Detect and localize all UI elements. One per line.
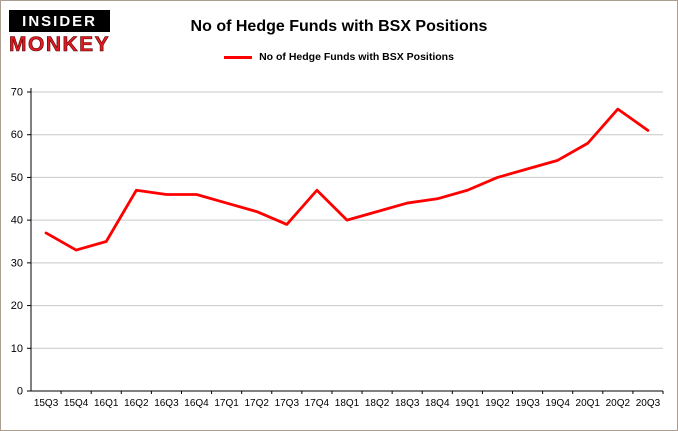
svg-text:20: 20: [11, 300, 23, 312]
title-area: No of Hedge Funds with BSX Positions No …: [1, 1, 677, 63]
data-line-series: [44, 107, 650, 252]
legend-line-icon: [224, 55, 253, 59]
svg-text:17Q4: 17Q4: [305, 398, 330, 409]
logo-insider-text: INSIDER: [9, 10, 111, 32]
svg-text:19Q1: 19Q1: [455, 398, 480, 409]
svg-text:20Q2: 20Q2: [606, 398, 631, 409]
insider-monkey-logo: INSIDER MONKEY: [9, 10, 111, 57]
svg-text:16Q3: 16Q3: [154, 398, 179, 409]
svg-text:17Q2: 17Q2: [244, 398, 269, 409]
svg-text:17Q1: 17Q1: [214, 398, 239, 409]
svg-text:20Q1: 20Q1: [576, 398, 601, 409]
svg-text:16Q4: 16Q4: [184, 398, 209, 409]
logo-monkey-text: MONKEY: [9, 33, 111, 57]
svg-text:17Q3: 17Q3: [275, 398, 300, 409]
chart-legend: No of Hedge Funds with BSX Positions: [1, 51, 677, 63]
svg-text:70: 70: [11, 87, 23, 99]
svg-text:18Q1: 18Q1: [335, 398, 360, 409]
gridlines: [31, 91, 663, 349]
svg-text:16Q1: 16Q1: [94, 398, 119, 409]
svg-text:0: 0: [17, 386, 23, 398]
svg-text:18Q2: 18Q2: [365, 398, 390, 409]
svg-text:15Q4: 15Q4: [64, 398, 89, 409]
x-axis-labels: 15Q3 15Q4 16Q1 16Q2 16Q3 16Q4 17Q1 17Q2 17Q3 17Q4…: [34, 391, 664, 409]
svg-text:10: 10: [11, 343, 23, 355]
svg-text:19Q3: 19Q3: [515, 398, 540, 409]
svg-text:15Q3: 15Q3: [34, 398, 59, 409]
svg-text:16Q2: 16Q2: [124, 398, 149, 409]
svg-text:19Q4: 19Q4: [545, 398, 570, 409]
svg-text:18Q4: 18Q4: [425, 398, 450, 409]
svg-text:30: 30: [11, 257, 23, 269]
svg-text:19Q2: 19Q2: [485, 398, 510, 409]
chart-header: INSIDER MONKEY No of Hedge Funds with BS…: [1, 1, 677, 86]
svg-text:40: 40: [11, 215, 23, 227]
legend-label: No of Hedge Funds with BSX Positions: [259, 51, 454, 63]
svg-text:20Q3: 20Q3: [636, 398, 661, 409]
y-axis-labels: 0 10 20 30 40 50 60 70: [11, 87, 31, 398]
svg-text:50: 50: [11, 172, 23, 184]
page-title: No of Hedge Funds with BSX Positions: [190, 18, 488, 35]
svg-text:18Q3: 18Q3: [395, 398, 420, 409]
svg-text:60: 60: [11, 129, 23, 141]
